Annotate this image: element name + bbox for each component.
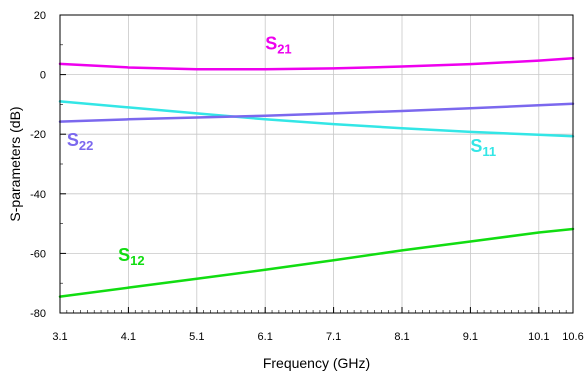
series-line-s11: [58, 100, 575, 138]
y-tick-label: 0: [40, 70, 46, 82]
x-tick-label: 6.1: [258, 331, 273, 343]
x-tick-label: 9.1: [463, 331, 478, 343]
tick-labels: 3.1 4.1 5.1 6.1 7.1 8.1 9.1 10.1 10.6 20 0 -20 -40 -6…: [30, 10, 584, 343]
series-lines: [58, 56, 575, 298]
x-tick-label: 7.1: [326, 331, 341, 343]
series-labels: S21 S11 S22 S12: [67, 33, 496, 268]
y-tick-label: -80: [30, 308, 46, 320]
series-label-s12: S12: [118, 245, 144, 268]
series-line-s21: [58, 56, 575, 71]
plot-area-frame: [59, 14, 574, 314]
axis-ticks: [59, 14, 574, 314]
series-label-s22: S22: [67, 130, 93, 153]
x-axis-title: Frequency (GHz): [263, 355, 370, 371]
y-tick-label: -60: [30, 248, 46, 260]
series-label-s11: S11: [470, 136, 496, 159]
y-tick-label: -40: [30, 189, 46, 201]
x-tick-label: 5.1: [189, 331, 204, 343]
y-axis-title: S-parameters (dB): [7, 106, 23, 221]
series-line-s12: [58, 227, 575, 298]
x-tick-label: 10.6: [562, 331, 583, 343]
y-tick-label: -20: [30, 129, 46, 141]
series-line-s22: [58, 102, 575, 123]
x-tick-label: 10.1: [528, 331, 549, 343]
grid-lines: [60, 15, 573, 313]
x-tick-label: 8.1: [394, 331, 409, 343]
series-label-s21: S21: [265, 33, 291, 56]
x-tick-label: 3.1: [52, 331, 67, 343]
y-tick-label: 20: [34, 10, 46, 22]
x-tick-label: 4.1: [121, 331, 136, 343]
